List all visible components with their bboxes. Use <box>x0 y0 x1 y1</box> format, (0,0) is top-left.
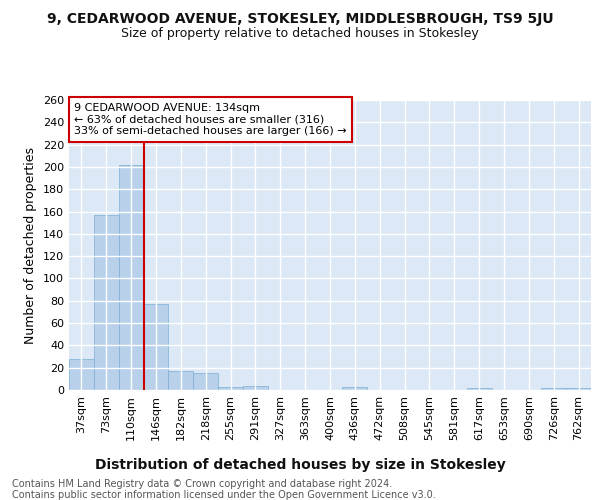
Text: Contains public sector information licensed under the Open Government Licence v3: Contains public sector information licen… <box>12 490 436 500</box>
Text: 9 CEDARWOOD AVENUE: 134sqm
← 63% of detached houses are smaller (316)
33% of sem: 9 CEDARWOOD AVENUE: 134sqm ← 63% of deta… <box>74 103 347 136</box>
Bar <box>143 304 169 390</box>
Text: Size of property relative to detached houses in Stokesley: Size of property relative to detached ho… <box>121 28 479 40</box>
Bar <box>566 388 591 390</box>
Bar <box>343 386 367 390</box>
Bar <box>218 386 243 390</box>
Text: Distribution of detached houses by size in Stokesley: Distribution of detached houses by size … <box>95 458 505 471</box>
Bar <box>69 359 94 390</box>
Text: Contains HM Land Registry data © Crown copyright and database right 2024.: Contains HM Land Registry data © Crown c… <box>12 479 392 489</box>
Bar <box>467 388 491 390</box>
Bar <box>243 386 268 390</box>
Bar <box>94 215 119 390</box>
Bar <box>193 374 218 390</box>
Bar <box>169 371 193 390</box>
Bar <box>541 388 566 390</box>
Y-axis label: Number of detached properties: Number of detached properties <box>25 146 37 344</box>
Bar <box>119 164 143 390</box>
Text: 9, CEDARWOOD AVENUE, STOKESLEY, MIDDLESBROUGH, TS9 5JU: 9, CEDARWOOD AVENUE, STOKESLEY, MIDDLESB… <box>47 12 553 26</box>
